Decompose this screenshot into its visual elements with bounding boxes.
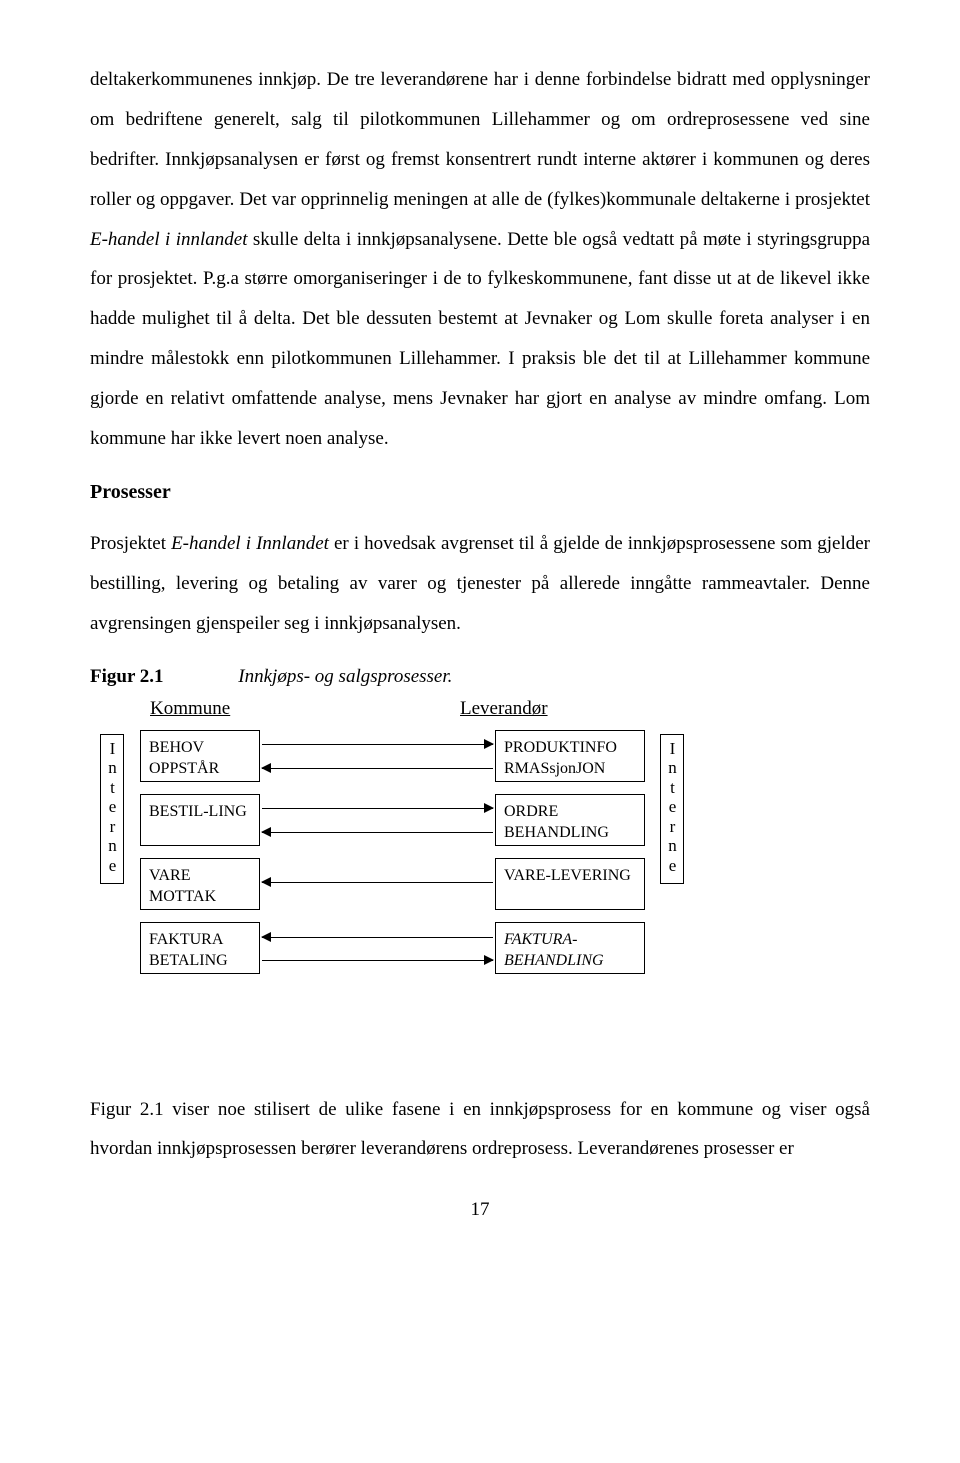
figure-diagram: Interne Interne BEHOV OPPSTÅR BESTIL-LIN… [100,730,880,1050]
left-step-1: BEHOV OPPSTÅR [140,730,260,782]
arrow-row1-left [262,768,493,769]
figure-number: Figur 2.1 [90,666,164,687]
left-step-4: FAKTURA BETALING [140,922,260,974]
arrow-row4-left [262,937,493,938]
figure-title: Innkjøps- og salgsprosesser. [238,666,452,687]
arrow-row1-right [262,744,493,745]
paragraph-3: Figur 2.1 viser noe stilisert de ulike f… [90,1090,870,1170]
vertical-label-left: Interne [100,734,124,884]
para1-italic: E-handel i innlandet [90,229,248,250]
left-step-3: VARE MOTTAK [140,858,260,910]
figure-column-headers: Kommune Leverandør [150,698,870,720]
arrow-row3-left [262,882,493,883]
para2-italic: E-handel i Innlandet [171,533,329,554]
vertical-label-right: Interne [660,734,684,884]
right-step-4: FAKTURA-BEHANDLING [495,922,645,974]
right-step-1: PRODUKTINFO RMASsjonJON [495,730,645,782]
arrow-row2-left [262,832,493,833]
left-step-2: BESTIL-LING [140,794,260,846]
para1-b: skulle delta i innkjøpsanalysene. Dette … [90,229,870,449]
arrow-row2-right [262,808,493,809]
paragraph-1: deltakerkommunenes innkjøp. De tre lever… [90,60,870,459]
page-number: 17 [90,1199,870,1221]
col-header-left: Kommune [150,698,460,720]
para1-a: deltakerkommunenes innkjøp. De tre lever… [90,69,870,210]
col-header-right: Leverandør [460,698,548,720]
right-step-3: VARE-LEVERING [495,858,645,910]
right-step-2: ORDRE BEHANDLING [495,794,645,846]
para2-a: Prosjektet [90,533,171,554]
paragraph-2: Prosjektet E-handel i Innlandet er i hov… [90,524,870,644]
section-heading: Prosesser [90,481,870,504]
arrow-row4-right [262,960,493,961]
figure-caption: Figur 2.1 Innkjøps- og salgsprosesser. [90,666,870,688]
